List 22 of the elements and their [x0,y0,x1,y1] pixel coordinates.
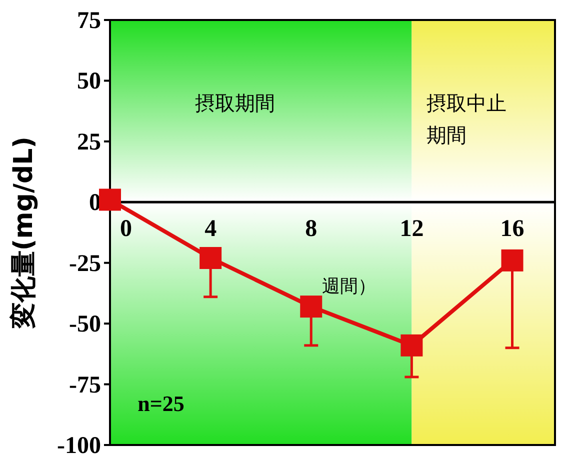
y-tick-label: -50 [69,312,101,338]
y-tick-label: -25 [69,250,101,277]
y-axis-title: 変化量(mg/dL) [9,136,39,330]
y-tick-label: -100 [57,433,101,459]
y-tick-label: 50 [77,68,101,95]
y-tick-label: 25 [77,129,101,156]
band-label: 摂取期間 [195,91,275,115]
x-tick-label: 4 [204,216,217,242]
x-tick-label: 0 [120,216,132,242]
band-label: 摂取中止期間 [426,91,507,147]
point [300,296,322,318]
y-tick-label: 75 [77,8,101,34]
y-tick-label: -75 [69,372,101,398]
point [99,188,121,211]
x-tick-label: 8 [305,216,318,242]
point [400,334,423,356]
x-tick-label: 12 [400,216,424,242]
point [200,247,222,269]
x-tick-label: 16 [500,216,524,242]
x-axis-title: 週間） [322,276,376,298]
annotation: n=25 [138,391,184,416]
point [501,249,524,272]
